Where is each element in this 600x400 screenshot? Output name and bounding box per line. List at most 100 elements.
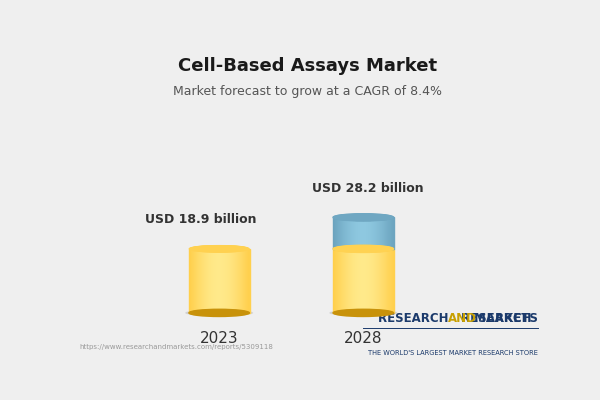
Ellipse shape xyxy=(354,248,373,250)
Bar xyxy=(199,249,200,313)
Bar xyxy=(386,217,388,249)
Bar xyxy=(208,249,209,313)
Bar xyxy=(370,249,371,313)
Text: Cell-Based Assays Market: Cell-Based Assays Market xyxy=(178,57,437,75)
Ellipse shape xyxy=(358,217,369,218)
Ellipse shape xyxy=(196,246,242,251)
Bar xyxy=(361,217,363,249)
Bar xyxy=(385,217,387,249)
Bar xyxy=(215,249,217,313)
Bar xyxy=(204,249,206,313)
Ellipse shape xyxy=(359,248,368,249)
Ellipse shape xyxy=(206,248,232,250)
Bar xyxy=(338,249,340,313)
Ellipse shape xyxy=(354,216,373,218)
Bar xyxy=(348,249,350,313)
Bar xyxy=(383,217,385,249)
Bar xyxy=(363,217,365,249)
Bar xyxy=(367,217,368,249)
Ellipse shape xyxy=(189,309,250,316)
Ellipse shape xyxy=(197,246,241,251)
Bar xyxy=(385,249,386,313)
Ellipse shape xyxy=(205,247,234,250)
Bar xyxy=(339,217,341,249)
Bar xyxy=(377,249,379,313)
Text: Market forecast to grow at a CAGR of 8.4%: Market forecast to grow at a CAGR of 8.4… xyxy=(173,85,442,98)
Bar xyxy=(229,249,230,313)
Bar xyxy=(359,217,361,249)
Bar xyxy=(347,217,349,249)
Bar xyxy=(349,249,350,313)
Bar xyxy=(352,217,353,249)
Bar xyxy=(218,249,220,313)
Bar xyxy=(373,249,375,313)
Bar xyxy=(379,217,380,249)
Bar xyxy=(212,249,214,313)
Ellipse shape xyxy=(358,248,369,250)
Bar xyxy=(238,249,240,313)
Bar xyxy=(380,249,382,313)
Bar xyxy=(214,249,215,313)
Ellipse shape xyxy=(200,247,238,251)
Bar xyxy=(223,249,224,313)
Ellipse shape xyxy=(202,247,236,251)
Bar xyxy=(221,249,223,313)
Bar xyxy=(209,249,211,313)
Bar xyxy=(226,249,227,313)
Ellipse shape xyxy=(197,246,241,251)
Bar xyxy=(357,217,359,249)
Ellipse shape xyxy=(352,216,375,218)
Ellipse shape xyxy=(338,246,389,252)
Ellipse shape xyxy=(349,247,378,250)
Bar xyxy=(227,249,229,313)
Bar xyxy=(370,249,372,313)
Ellipse shape xyxy=(212,248,226,250)
Bar xyxy=(365,217,367,249)
Bar xyxy=(358,249,360,313)
Bar xyxy=(235,249,237,313)
Bar xyxy=(357,249,359,313)
Bar xyxy=(334,217,335,249)
Bar xyxy=(224,249,226,313)
Bar xyxy=(342,217,344,249)
Bar xyxy=(239,249,241,313)
Ellipse shape xyxy=(347,247,379,250)
Bar xyxy=(346,217,347,249)
Bar xyxy=(197,249,199,313)
Ellipse shape xyxy=(202,247,237,251)
Bar xyxy=(373,217,374,249)
Bar xyxy=(389,217,391,249)
Ellipse shape xyxy=(357,248,370,250)
Bar xyxy=(232,249,234,313)
Bar xyxy=(231,249,233,313)
Ellipse shape xyxy=(341,215,386,220)
Bar xyxy=(336,249,338,313)
Bar xyxy=(362,249,364,313)
Text: 2023: 2023 xyxy=(200,331,238,346)
Bar xyxy=(201,249,202,313)
Bar xyxy=(247,249,249,313)
Ellipse shape xyxy=(191,246,247,252)
Bar xyxy=(237,249,239,313)
Ellipse shape xyxy=(346,247,381,251)
Bar xyxy=(382,217,383,249)
Bar xyxy=(374,249,376,313)
Bar xyxy=(392,249,394,313)
Ellipse shape xyxy=(194,246,244,252)
Bar xyxy=(349,217,350,249)
Bar xyxy=(203,249,205,313)
Bar xyxy=(348,217,350,249)
Bar xyxy=(344,217,346,249)
Bar xyxy=(368,249,370,313)
Ellipse shape xyxy=(211,248,227,250)
Bar xyxy=(392,249,393,313)
Ellipse shape xyxy=(194,246,244,252)
Bar xyxy=(220,249,221,313)
Ellipse shape xyxy=(341,215,385,220)
Ellipse shape xyxy=(196,246,243,252)
Ellipse shape xyxy=(334,214,393,220)
Text: USD 18.9 billion: USD 18.9 billion xyxy=(145,213,256,226)
Bar xyxy=(335,217,337,249)
Bar xyxy=(345,249,347,313)
Ellipse shape xyxy=(360,248,367,249)
